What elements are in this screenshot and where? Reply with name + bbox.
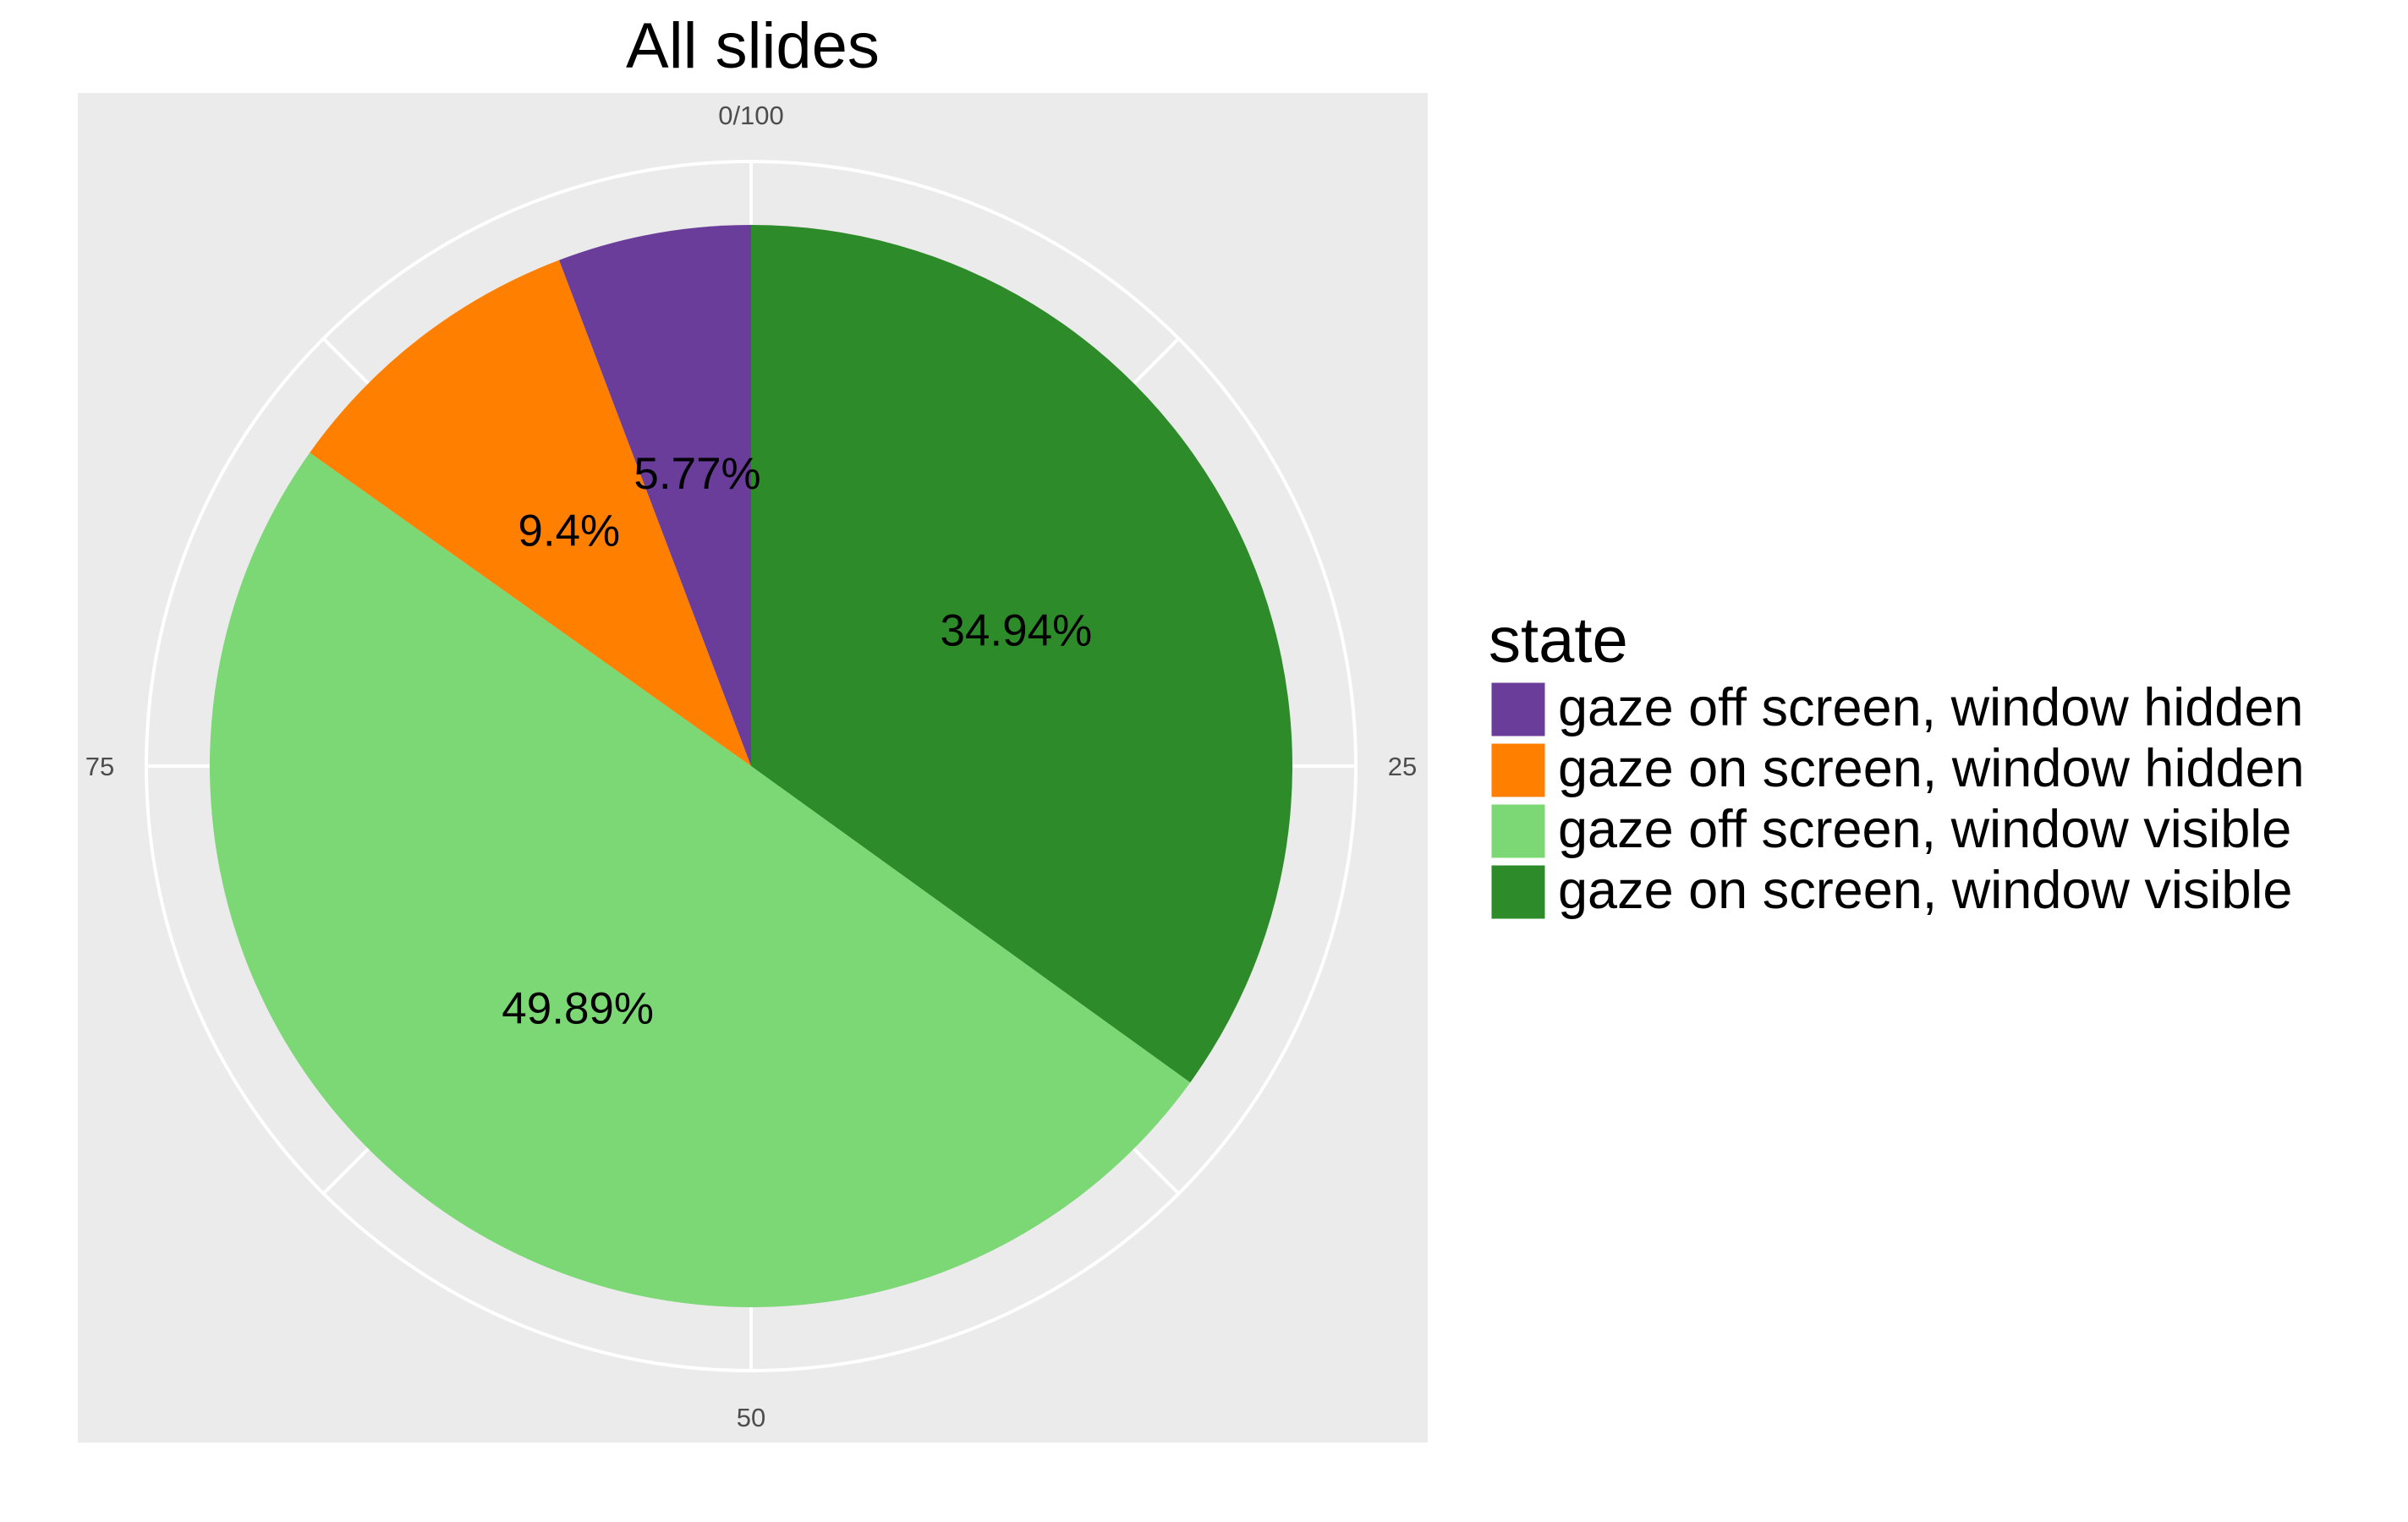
slice-label: 49.89% — [502, 983, 654, 1033]
angular-tick-label: 25 — [1388, 752, 1417, 781]
legend-label: gaze off screen, window hidden — [1558, 678, 2303, 737]
legend-label: gaze off screen, window visible — [1558, 800, 2291, 859]
angular-tick-label: 0/100 — [718, 101, 784, 130]
legend-swatch — [1489, 741, 1548, 800]
legend-swatch — [1489, 862, 1548, 922]
legend-swatch — [1489, 802, 1548, 861]
slice-label: 34.94% — [940, 606, 1092, 656]
pie-slice — [751, 225, 1292, 1083]
angular-tick-label: 50 — [737, 1403, 765, 1432]
legend: state gaze off screen, window hiddengaze… — [1489, 605, 2305, 922]
slice-label: 5.77% — [634, 449, 760, 499]
slice-label: 9.4% — [518, 506, 620, 556]
legend-label: gaze on screen, window hidden — [1558, 739, 2305, 798]
legend-title: state — [1489, 605, 1628, 676]
pie-slice — [310, 260, 751, 766]
slice-labels: 34.94% 49.89% 9.4% 5.77% — [502, 449, 1092, 1033]
pie-slice — [559, 225, 751, 766]
angular-tick-label: 75 — [85, 752, 114, 781]
chart-title: All slides — [626, 10, 880, 82]
legend-label: gaze on screen, window visible — [1558, 861, 2292, 920]
legend-swatch — [1489, 680, 1548, 739]
angular-tick-labels: 0/100 25 50 75 — [85, 101, 1417, 1432]
pie-slices — [209, 225, 1292, 1308]
pie-slice — [209, 452, 1191, 1308]
